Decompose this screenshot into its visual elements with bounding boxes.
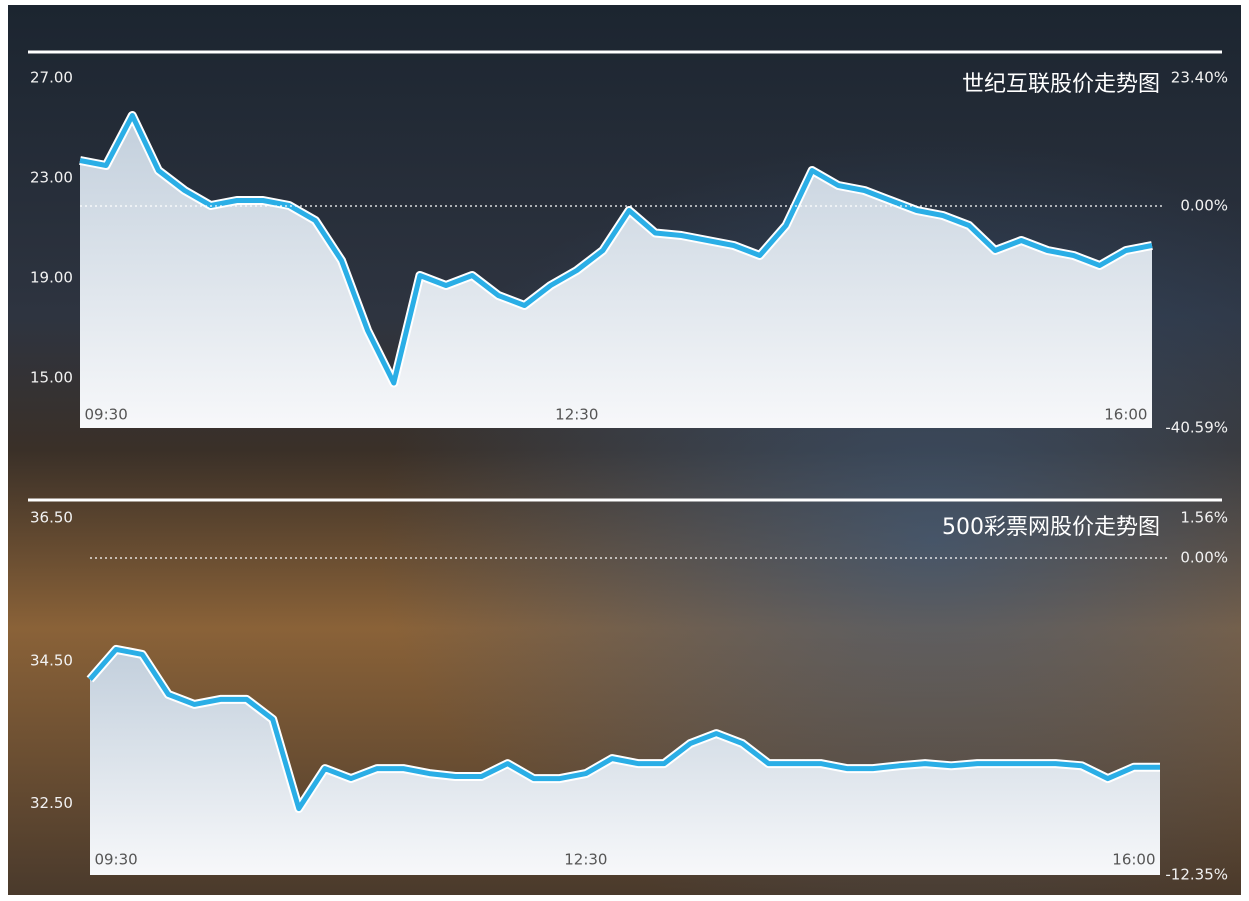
- y-tick-label: 34.50: [30, 651, 73, 669]
- y2-tick-label: -12.35%: [1165, 866, 1228, 884]
- x-tick-label: 09:30: [94, 851, 137, 869]
- y-tick-label: 19.00: [30, 269, 73, 287]
- x-tick-label: 09:30: [85, 406, 128, 424]
- x-tick-label: 16:00: [1104, 406, 1147, 424]
- y-tick-label: 23.00: [30, 169, 73, 187]
- y2-tick-label: 0.00%: [1180, 549, 1228, 567]
- line: [88, 646, 1160, 812]
- y-tick-label: 36.50: [30, 509, 73, 527]
- x-tick-label: 16:00: [1112, 851, 1155, 869]
- chart-title: 世纪互联股价走势图: [962, 72, 1160, 97]
- charts: 23.40% 0.00% -40.59% 27.00 23.00 19.00 15.00 09…: [28, 50, 1228, 884]
- y2-tick-label: 0.00%: [1180, 196, 1228, 214]
- area: [80, 115, 1152, 428]
- y-tick-label: 27.00: [30, 69, 73, 87]
- x-tick-label: 12:30: [564, 851, 607, 869]
- x-tick-label: 12:30: [555, 406, 598, 424]
- y-tick-label: 15.00: [30, 369, 73, 387]
- line: [79, 113, 1153, 386]
- chart-title: 500彩票网股价走势图: [942, 515, 1160, 540]
- y2-tick-label: 1.56%: [1180, 509, 1228, 527]
- y2-tick-label: 23.40%: [1171, 69, 1228, 87]
- y-tick-label: 32.50: [30, 794, 73, 812]
- y2-tick-label: -40.59%: [1165, 419, 1228, 437]
